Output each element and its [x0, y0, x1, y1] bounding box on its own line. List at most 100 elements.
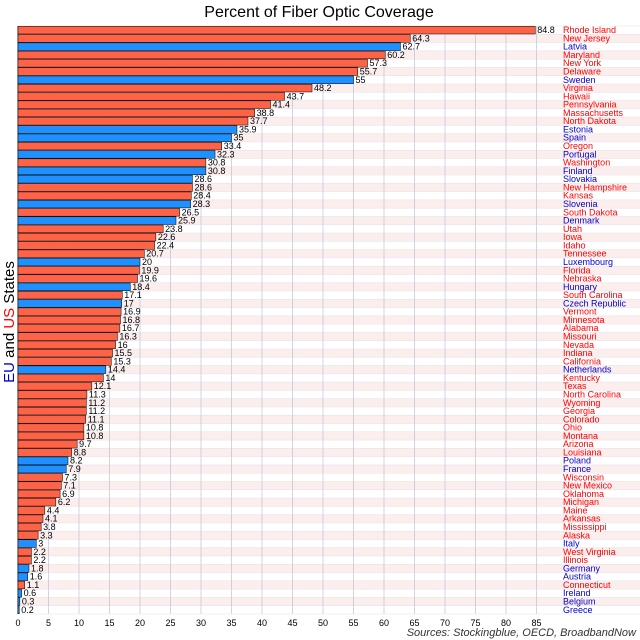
bar [17, 133, 232, 142]
x-tick-label: 50 [318, 618, 328, 628]
data-label: 0.3 [22, 597, 35, 607]
row-stripe [18, 117, 640, 126]
category-label: Minnesota [563, 315, 605, 325]
x-tick-label: 55 [348, 618, 358, 628]
bar [17, 216, 177, 225]
data-label: 28.4 [193, 191, 211, 201]
row-stripe [18, 158, 640, 167]
bar [17, 456, 69, 465]
category-label: Ireland [563, 588, 591, 598]
row-stripe [18, 440, 640, 449]
bar [17, 498, 57, 507]
bar [17, 34, 411, 43]
data-label: 7.9 [68, 464, 81, 474]
bar [17, 67, 359, 76]
category-label: Hawaii [563, 91, 590, 101]
bar [17, 547, 32, 556]
data-label: 35.9 [239, 124, 257, 134]
data-label: 55.7 [360, 66, 378, 76]
bar [17, 332, 118, 341]
category-label: Germany [563, 563, 601, 573]
bar [17, 572, 29, 581]
row-stripe [18, 108, 640, 118]
bar [17, 299, 122, 308]
row-stripe [18, 100, 640, 109]
data-label: 3 [38, 539, 43, 549]
data-label: 35 [234, 133, 244, 143]
row-stripe [18, 605, 640, 614]
x-tick-label: 5 [46, 618, 51, 628]
data-label: 10.8 [86, 431, 104, 441]
bar [17, 580, 25, 590]
category-label: Czech Republic [563, 298, 627, 308]
bar [17, 224, 164, 233]
data-label: 15.3 [113, 356, 131, 366]
bar [17, 199, 191, 209]
bar [17, 522, 42, 532]
data-label: 16.8 [122, 315, 140, 325]
data-label: 22.4 [157, 240, 175, 250]
data-label: 1.8 [31, 563, 44, 573]
row-stripe [18, 456, 640, 465]
bar [17, 440, 78, 449]
category-label: Sweden [563, 75, 596, 85]
row-stripe [18, 324, 640, 333]
bar [17, 257, 141, 267]
x-tick-label: 15 [104, 618, 114, 628]
data-label: 8.8 [74, 447, 87, 457]
bar [17, 175, 193, 184]
bar [17, 42, 401, 51]
category-label: Florida [563, 265, 591, 275]
data-label: 18.4 [132, 282, 150, 292]
row-stripe [18, 249, 640, 258]
x-tick-label: 60 [379, 618, 389, 628]
x-tick-label: 75 [470, 618, 480, 628]
source-note: Sources: Stockingblue, OECD, BroadbandNo… [407, 627, 637, 639]
bar [17, 75, 354, 84]
data-label: 23.8 [165, 224, 183, 234]
row-stripe [18, 357, 640, 366]
data-label: 28.6 [194, 182, 212, 192]
x-tick-label: 0 [15, 618, 20, 628]
row-stripe [18, 481, 640, 490]
data-label: 7.3 [65, 472, 78, 482]
data-label: 0.6 [24, 588, 37, 598]
category-label: Iowa [563, 232, 582, 242]
row-stripe [18, 415, 640, 424]
category-label: Oklahoma [563, 489, 604, 499]
category-label: Washington [563, 158, 610, 168]
category-label: Wyoming [563, 398, 600, 408]
category-label: New Hampshire [563, 182, 627, 192]
bar [17, 605, 20, 614]
bar [17, 365, 107, 374]
row-stripe [18, 315, 640, 325]
bar [17, 448, 72, 457]
row-stripe [18, 489, 640, 499]
y-axis-label-and: and [1, 329, 18, 362]
row-stripe [18, 390, 640, 399]
row-stripe [18, 597, 640, 606]
x-tick-label: 30 [196, 618, 206, 628]
category-label: Italy [563, 539, 580, 549]
data-label: 6.9 [62, 489, 75, 499]
row-stripe [18, 183, 640, 192]
data-label: 16.9 [123, 307, 141, 317]
data-label: 16.7 [122, 323, 140, 333]
data-label: 41.4 [273, 100, 291, 110]
row-stripe [18, 141, 640, 151]
data-label: 8.2 [70, 456, 83, 466]
row-stripe [18, 382, 640, 391]
category-label: Luxembourg [563, 257, 613, 267]
row-stripe [18, 299, 640, 308]
row-stripe [18, 522, 640, 532]
row-stripe [18, 307, 640, 316]
category-label: North Carolina [563, 389, 621, 399]
data-label: 2.2 [33, 555, 46, 565]
data-label: 30.8 [208, 166, 226, 176]
data-label: 2.2 [33, 547, 46, 557]
row-stripe [18, 506, 640, 515]
row-stripe [18, 133, 640, 142]
row-stripe [18, 464, 640, 474]
category-label: Indiana [563, 348, 593, 358]
